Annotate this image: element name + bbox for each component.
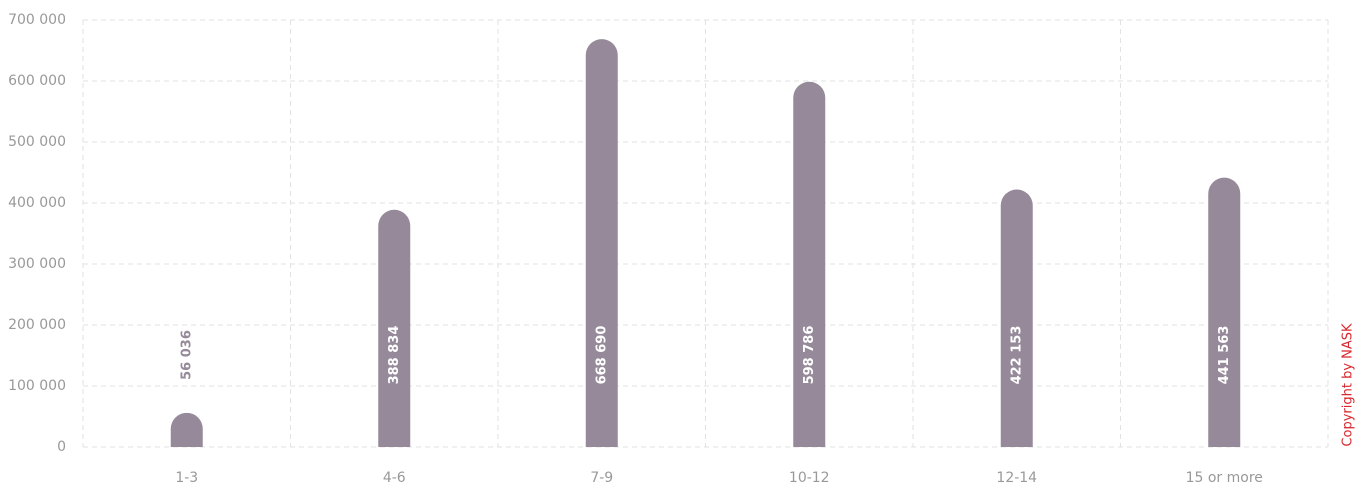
bar	[585, 39, 618, 448]
y-tick-label: 200 000	[8, 317, 66, 333]
x-tick-label: 12-14	[996, 470, 1037, 486]
bar	[170, 412, 203, 447]
value-label: 668 690	[594, 326, 609, 385]
value-label: 598 786	[802, 326, 817, 385]
y-tick-label: 400 000	[8, 195, 66, 211]
bar	[793, 81, 826, 447]
x-tick-label: 10-12	[789, 470, 830, 486]
value-label: 422 153	[1009, 326, 1024, 385]
x-tick-label: 4-6	[383, 470, 406, 486]
bar	[1000, 189, 1033, 447]
y-tick-label: 0	[57, 439, 66, 455]
x-tick-label: 7-9	[590, 470, 613, 486]
copyright: Copyright by NASK	[1341, 323, 1356, 447]
bar	[1208, 177, 1241, 447]
value-label: 441 563	[1217, 326, 1232, 385]
y-tick-label: 700 000	[8, 12, 66, 28]
x-tick-label: 15 or more	[1186, 470, 1263, 486]
y-tick-label: 300 000	[8, 256, 66, 272]
value-label: 56 036	[179, 330, 194, 380]
bar	[378, 209, 411, 447]
y-tick-label: 500 000	[8, 134, 66, 150]
y-tick-label: 600 000	[8, 73, 66, 89]
y-tick-label: 100 000	[8, 378, 66, 394]
x-tick-label: 1-3	[175, 470, 198, 486]
value-label: 388 834	[387, 326, 402, 385]
